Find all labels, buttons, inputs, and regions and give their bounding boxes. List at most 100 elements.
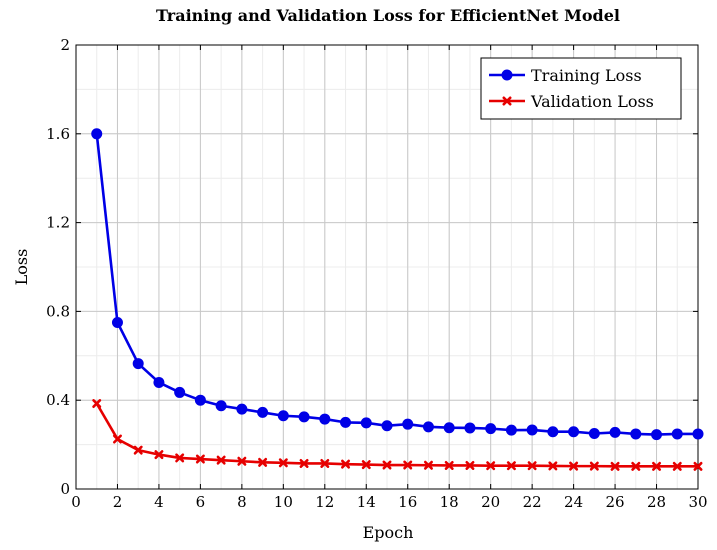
x-tick-label: 12 xyxy=(315,493,334,511)
legend-box xyxy=(480,57,682,120)
legend-swatch-marker xyxy=(501,69,513,81)
y-tick-label: 2 xyxy=(60,36,70,54)
validation-loss-point xyxy=(652,461,662,471)
validation-loss-point xyxy=(569,461,579,471)
validation-loss-point xyxy=(486,461,496,471)
validation-loss-point xyxy=(527,461,537,471)
validation-loss-point xyxy=(444,460,454,470)
chart-title: Training and Validation Loss for Efficie… xyxy=(156,6,620,25)
training-loss-point xyxy=(464,422,476,434)
validation-loss-point xyxy=(403,460,413,470)
training-loss-point xyxy=(568,426,580,438)
validation-loss-point xyxy=(465,460,475,470)
validation-loss-point xyxy=(610,461,620,471)
validation-loss-point xyxy=(195,454,205,464)
validation-loss-point xyxy=(278,458,288,468)
validation-loss-point xyxy=(112,434,122,444)
training-loss-point xyxy=(153,376,165,388)
training-loss-point xyxy=(174,386,186,398)
training-loss-point xyxy=(651,429,663,441)
training-loss-point xyxy=(381,420,393,432)
y-tick-label: 0.8 xyxy=(46,302,70,320)
x-tick-label: 20 xyxy=(481,493,500,511)
validation-loss-point xyxy=(631,461,641,471)
series-layer xyxy=(91,128,704,471)
validation-loss-point xyxy=(361,460,371,470)
grid xyxy=(75,44,699,490)
x-axis-label: Epoch xyxy=(363,523,414,542)
legend-item-training-loss: Training Loss xyxy=(489,66,642,85)
y-tick-label: 0.4 xyxy=(46,391,70,409)
training-loss-point xyxy=(547,426,559,438)
validation-loss-point xyxy=(299,458,309,468)
training-loss-point xyxy=(609,426,621,438)
x-tick-label: 4 xyxy=(154,493,164,511)
training-loss-point xyxy=(132,358,144,370)
x-tick-label: 2 xyxy=(113,493,123,511)
legend-swatch-marker xyxy=(502,96,512,106)
x-tick-labels: 0 2 4 6 8 10 12 14 16 18 20 22 24 26 28 30 xyxy=(71,493,707,511)
plot-frame xyxy=(75,44,699,490)
axis-ticks xyxy=(75,44,699,490)
training-loss-point xyxy=(671,428,683,440)
series-training-loss xyxy=(91,128,704,441)
training-loss-point xyxy=(340,416,352,428)
x-tick-label: 14 xyxy=(357,493,376,511)
training-loss-point xyxy=(692,428,704,440)
x-tick-label: 28 xyxy=(647,493,666,511)
training-loss-line xyxy=(95,133,698,436)
validation-loss-point xyxy=(154,450,164,460)
legend-label: Training Loss xyxy=(531,66,642,85)
x-tick-label: 22 xyxy=(523,493,542,511)
validation-loss-point xyxy=(548,461,558,471)
training-loss-point xyxy=(91,128,103,140)
training-loss-point xyxy=(236,403,248,415)
validation-loss-point xyxy=(320,458,330,468)
training-loss-point xyxy=(360,417,372,429)
y-axis-label: Loss xyxy=(12,249,31,286)
training-loss-point xyxy=(215,400,227,412)
training-loss-point xyxy=(588,428,600,439)
x-tick-label: 16 xyxy=(398,493,417,511)
training-loss-point xyxy=(319,413,331,425)
training-loss-point xyxy=(526,424,538,436)
validation-loss-point xyxy=(133,445,143,455)
series-validation-loss xyxy=(92,399,703,471)
legend-label: Validation Loss xyxy=(530,92,654,111)
validation-loss-point xyxy=(341,459,351,469)
y-tick-labels: 0 0.4 0.8 1.2 1.6 2 xyxy=(46,36,70,498)
training-loss-point xyxy=(277,410,289,422)
validation-loss-point xyxy=(506,461,516,471)
validation-loss-point xyxy=(175,453,185,463)
x-tick-label: 26 xyxy=(606,493,625,511)
x-tick-label: 8 xyxy=(237,493,247,511)
x-tick-label: 30 xyxy=(688,493,707,511)
validation-loss-point xyxy=(589,461,599,471)
x-tick-label: 0 xyxy=(71,493,81,511)
training-loss-point xyxy=(422,421,434,433)
y-tick-label: 1.6 xyxy=(46,125,70,143)
validation-loss-point xyxy=(672,461,682,471)
validation-loss-point xyxy=(92,399,102,409)
training-loss-point xyxy=(630,428,642,440)
validation-loss-line xyxy=(95,402,698,468)
training-loss-point xyxy=(402,418,414,430)
training-loss-point xyxy=(443,422,455,434)
validation-loss-point xyxy=(216,455,226,465)
y-tick-label: 0 xyxy=(60,480,70,498)
legend-item-validation-loss: Validation Loss xyxy=(489,92,654,111)
validation-loss-point xyxy=(258,457,268,467)
validation-loss-point xyxy=(237,456,247,466)
validation-loss-point xyxy=(382,460,392,470)
validation-loss-point xyxy=(423,460,433,470)
training-loss-point xyxy=(485,423,497,435)
x-tick-label: 10 xyxy=(274,493,293,511)
training-loss-point xyxy=(505,424,517,436)
x-tick-label: 18 xyxy=(440,493,459,511)
legend: Training Loss Validation Loss xyxy=(480,57,682,120)
training-loss-point xyxy=(298,411,310,423)
validation-loss-point xyxy=(693,461,703,471)
x-tick-label: 6 xyxy=(196,493,206,511)
training-loss-point xyxy=(111,317,123,328)
